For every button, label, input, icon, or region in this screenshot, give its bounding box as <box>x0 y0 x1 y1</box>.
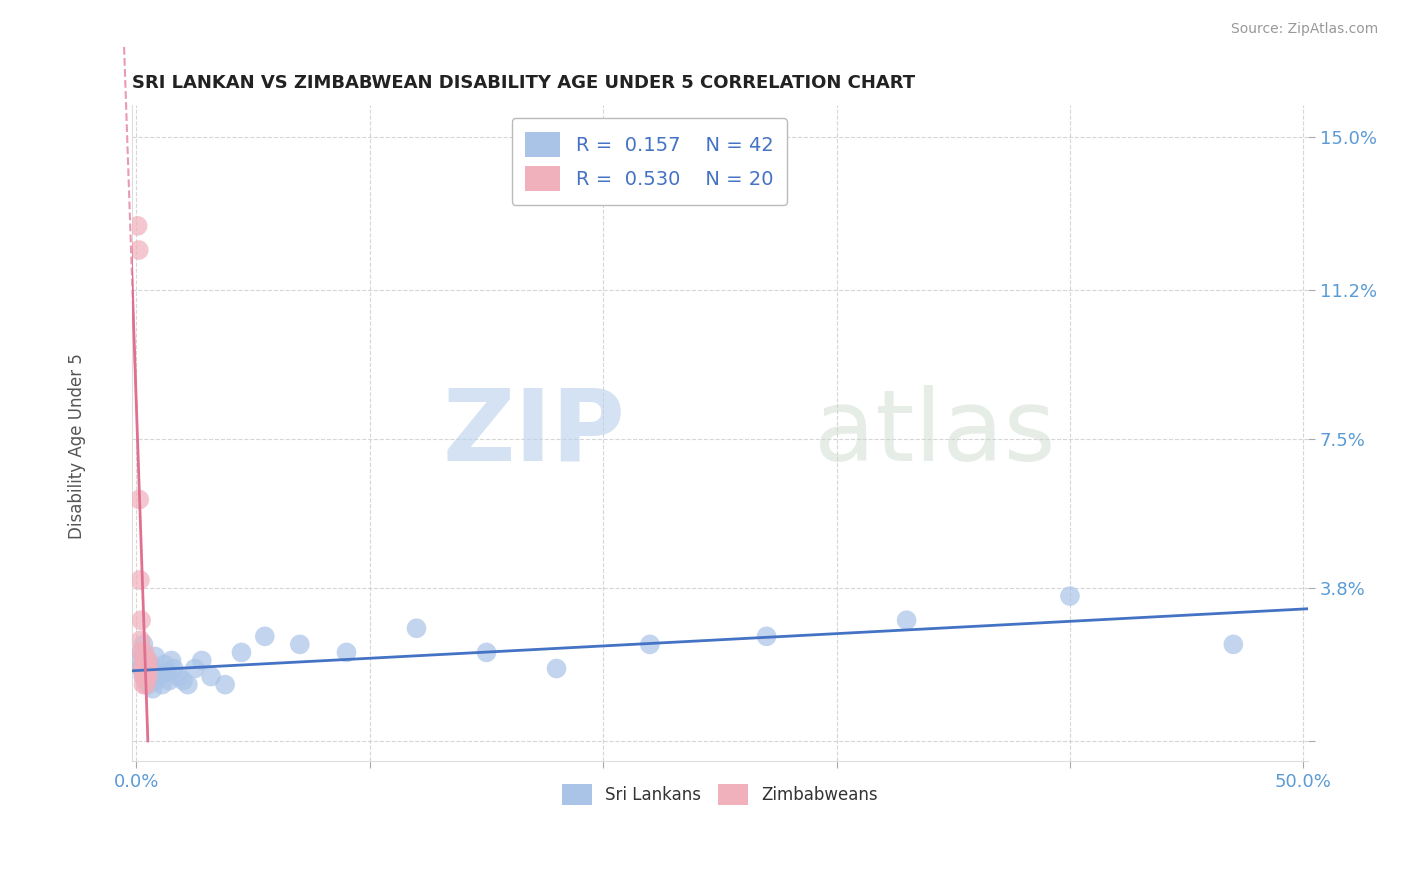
Point <box>128 653 150 667</box>
Text: Disability Age Under 5: Disability Age Under 5 <box>69 353 86 539</box>
Point <box>143 673 166 688</box>
Point <box>132 669 155 683</box>
Point <box>1222 637 1244 651</box>
Text: atlas: atlas <box>814 384 1056 482</box>
Point <box>638 637 661 651</box>
Point <box>475 645 498 659</box>
Point <box>132 661 155 675</box>
Text: SRI LANKAN VS ZIMBABWEAN DISABILITY AGE UNDER 5 CORRELATION CHART: SRI LANKAN VS ZIMBABWEAN DISABILITY AGE … <box>132 74 915 93</box>
Text: Source: ZipAtlas.com: Source: ZipAtlas.com <box>1230 22 1378 37</box>
Point <box>136 665 159 680</box>
Point <box>139 657 162 672</box>
Point <box>546 661 568 675</box>
Point <box>177 678 200 692</box>
Point <box>142 681 165 696</box>
Point <box>172 673 194 688</box>
Point <box>131 661 153 675</box>
Point <box>132 669 155 683</box>
Point <box>184 661 207 675</box>
Point <box>153 657 176 672</box>
Point <box>134 645 156 659</box>
Point <box>160 653 183 667</box>
Point <box>163 661 186 675</box>
Point <box>132 678 155 692</box>
Point <box>129 633 152 648</box>
Point <box>156 665 179 680</box>
Point <box>191 653 214 667</box>
Point <box>128 243 150 257</box>
Point <box>128 492 150 507</box>
Point <box>136 669 159 683</box>
Text: ZIP: ZIP <box>443 384 626 482</box>
Point <box>200 669 222 683</box>
Point <box>405 621 427 635</box>
Point <box>129 661 152 675</box>
Point <box>129 645 152 659</box>
Point <box>135 678 157 692</box>
Point <box>288 637 311 651</box>
Point <box>129 645 152 659</box>
Point <box>139 669 162 683</box>
Point <box>127 219 149 233</box>
Point <box>146 665 169 680</box>
Point <box>135 673 157 688</box>
Point <box>253 629 276 643</box>
Point <box>214 678 236 692</box>
Point <box>135 669 157 683</box>
Point <box>136 661 159 675</box>
Point <box>150 678 173 692</box>
Point <box>132 637 155 651</box>
Point <box>135 661 157 675</box>
Point <box>335 645 357 659</box>
Point <box>132 653 155 667</box>
Point <box>149 669 172 683</box>
Point <box>129 573 152 587</box>
Point <box>157 673 180 688</box>
Point <box>1059 589 1081 603</box>
Point <box>167 669 190 683</box>
Point <box>135 653 157 667</box>
Point <box>136 653 159 667</box>
Legend: Sri Lankans, Zimbabweans: Sri Lankans, Zimbabweans <box>555 777 884 812</box>
Point <box>755 629 778 643</box>
Point <box>136 678 159 692</box>
Point <box>129 613 152 627</box>
Point <box>143 649 166 664</box>
Point <box>896 613 918 627</box>
Point <box>142 661 165 675</box>
Point <box>135 653 157 667</box>
Point <box>231 645 253 659</box>
